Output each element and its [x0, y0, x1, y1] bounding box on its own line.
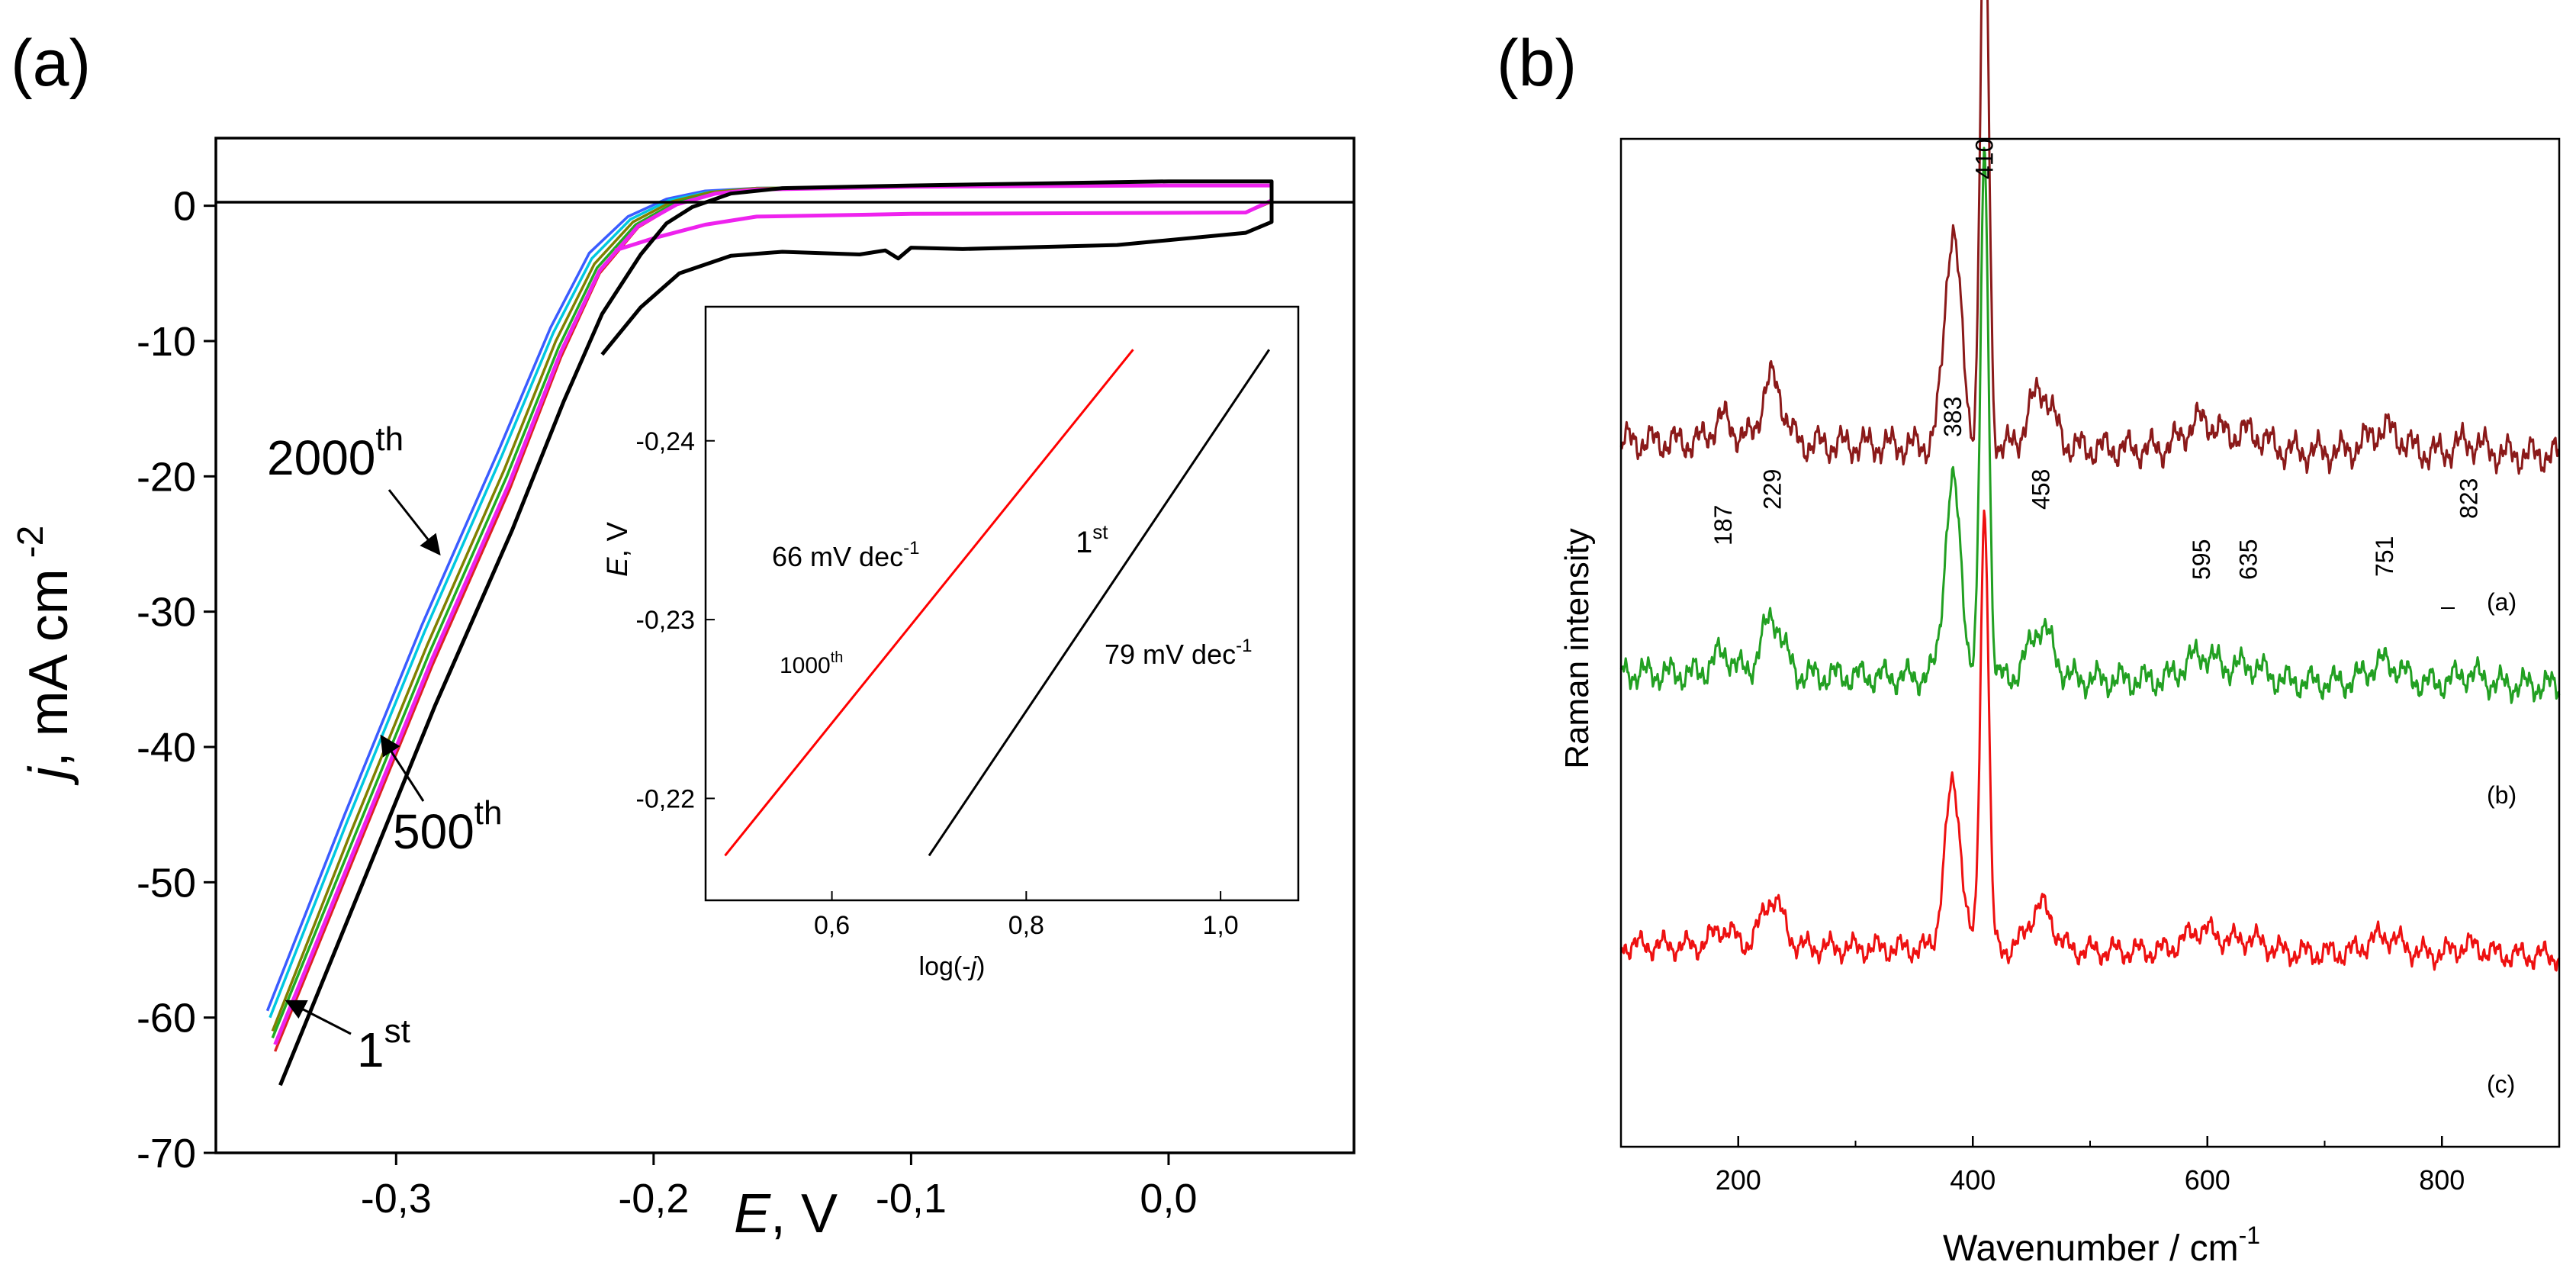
cv-curves: [265, 179, 1274, 1086]
x-tick-labels-b: 200 400 600 800: [1716, 1164, 2465, 1196]
inset-annotation-slope-79: 79 mV dec-1: [1105, 636, 1252, 670]
inset-annotation-1st: 1st: [1076, 520, 1108, 559]
x-tick-label-a: -0,1: [876, 1176, 947, 1222]
inset-x-tick-labels: 0,6 0,8 1,0: [814, 911, 1239, 940]
x-axis-title-b: Wavenumber / cm-1: [1943, 1222, 2260, 1269]
x-tick-label-b: 600: [2185, 1164, 2230, 1196]
y-tick-label-a: 0: [173, 184, 196, 230]
y-tick-label-a: -20: [137, 454, 196, 500]
inset-y-tick-label: -0,22: [636, 784, 696, 813]
arrow-1st: [285, 1000, 352, 1035]
axis-ticks-a: [204, 204, 1170, 1165]
series-label-b: (b): [2487, 781, 2517, 809]
arrow-500th: [380, 734, 425, 802]
series-label-b: (c): [2487, 1070, 2515, 1098]
y-tick-label-a: -10: [137, 319, 196, 365]
inset-x-tick-label: 1,0: [1202, 911, 1238, 940]
inset-frame: [704, 305, 1300, 902]
chart-b: 200 400 600 800 187 229 383 410 458 595 635 751 823…: [1558, 0, 2561, 1269]
peak-label-458: 458: [2027, 469, 2054, 510]
inset-chart: -0,22 -0,23 -0,24 0,6 0,8 1,0 log(-j) E, V 6…: [602, 305, 1300, 981]
peak-label-383: 383: [1939, 397, 1967, 437]
inset-axis-ticks: [706, 439, 1222, 900]
x-tick-label-b: 800: [2419, 1164, 2465, 1196]
x-tick-label-a: -0,2: [618, 1176, 689, 1222]
inset-x-tick-label: 0,6: [814, 911, 850, 940]
raman-spectrum-c: [1619, 509, 2561, 972]
y-tick-label-a: -70: [137, 1131, 196, 1177]
y-tick-label-a: -40: [137, 725, 196, 771]
y-tick-label-a: -50: [137, 860, 196, 906]
x-axis-title-a: E, V: [734, 1183, 838, 1244]
peak-label-410: 410: [1971, 139, 1999, 179]
raman-spectra: [1619, 0, 2561, 972]
cycle-label-1st: 1st: [357, 1012, 410, 1077]
inset-annotation-slope-66: 66 mV dec-1: [772, 538, 919, 572]
inset-x-axis-title: log(-j): [919, 952, 986, 981]
raman-spectrum-b: [1619, 146, 2561, 704]
chart-a: 0 -10 -20 -30 -40 -50 -60 -70 -0,3 -0,2 -0,1 0,0 E…: [11, 137, 1356, 1244]
inset-y-tick-labels: -0,22 -0,23 -0,24: [636, 427, 696, 814]
inset-lines: [724, 349, 1271, 857]
cv-curve-black: [278, 179, 1274, 1086]
y-tick-label-a: -60: [137, 996, 196, 1041]
series-labels-b: (a) (b) (c): [2487, 588, 2517, 1098]
axis-ticks-b: [1620, 1136, 2560, 1147]
x-tick-label-a: 0,0: [1140, 1176, 1197, 1222]
inset-y-axis-title: E, V: [602, 521, 634, 576]
peak-label-229: 229: [1758, 469, 1786, 510]
inset-y-tick-label: -0,23: [636, 606, 696, 635]
plot-frame-a: [214, 137, 1356, 1154]
y-tick-labels-a: 0 -10 -20 -30 -40 -50 -60 -70: [137, 184, 196, 1177]
peak-label-635: 635: [2235, 539, 2262, 580]
inset-line-1000th: [724, 349, 1134, 857]
peak-label-187: 187: [1709, 505, 1737, 546]
y-axis-title-a: j, mA cm-2: [11, 526, 79, 787]
x-tick-label-b: 400: [1950, 1164, 1996, 1196]
peak-label-823: 823: [2455, 478, 2483, 519]
cycle-label-500th: 500th: [393, 794, 502, 859]
inset-y-tick-label: -0,24: [636, 427, 696, 456]
arrow-2000th: [388, 489, 441, 556]
panel-label-b: (b): [1497, 27, 1577, 100]
series-label-b: (a): [2487, 588, 2517, 616]
panel-label-a: (a): [11, 27, 91, 100]
y-axis-title-b: Raman intensity: [1558, 528, 1596, 768]
raman-spectrum-a: [1619, 0, 2560, 475]
peak-label-595: 595: [2188, 539, 2215, 580]
cycle-label-2000th: 2000th: [267, 420, 404, 485]
y-tick-label-a: -30: [137, 590, 196, 636]
x-tick-label-b: 200: [1716, 1164, 1761, 1196]
peak-label-751: 751: [2371, 536, 2398, 577]
plot-frame-b: [1619, 137, 2561, 1148]
peak-labels: 187 229 383 410 458 595 635 751 823: [1709, 139, 2483, 580]
x-tick-labels-a: -0,3 -0,2 -0,1 0,0: [361, 1176, 1198, 1222]
x-tick-label-a: -0,3: [361, 1176, 432, 1222]
inset-line-1st: [928, 349, 1271, 857]
inset-annotation-1000th: 1000th: [780, 649, 843, 678]
inset-x-tick-label: 0,8: [1008, 911, 1044, 940]
